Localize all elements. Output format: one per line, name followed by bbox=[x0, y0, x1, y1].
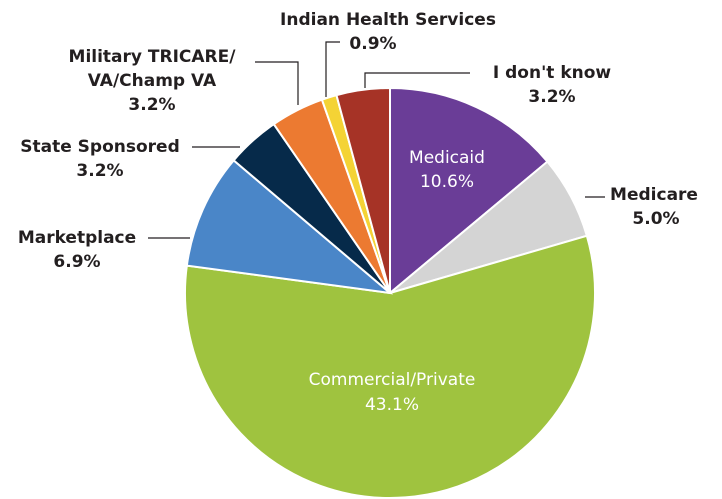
label: Indian Health Services bbox=[280, 10, 496, 30]
label: Marketplace bbox=[18, 228, 136, 248]
slice bbox=[389, 86, 549, 296]
slice bbox=[335, 86, 391, 294]
label: 0.9% bbox=[349, 34, 396, 54]
label: 43.1% bbox=[365, 395, 419, 415]
slice bbox=[185, 158, 394, 295]
label: 3.2% bbox=[128, 95, 175, 115]
label: Medicaid bbox=[409, 148, 485, 168]
label: 5.0% bbox=[632, 209, 679, 229]
label: 10.6% bbox=[420, 172, 474, 192]
label: I don't know bbox=[493, 63, 612, 83]
slice bbox=[184, 234, 596, 499]
label: 3.2% bbox=[76, 161, 123, 181]
leader-line bbox=[255, 61, 299, 105]
label: Commercial/Private bbox=[309, 370, 476, 390]
label: 6.9% bbox=[53, 252, 100, 272]
label: Medicare bbox=[610, 185, 698, 205]
leader-line bbox=[364, 72, 470, 88]
label: State Sponsored bbox=[20, 137, 180, 157]
label: Military TRICARE/VA/Champ VA bbox=[69, 47, 237, 91]
label: 3.2% bbox=[528, 87, 575, 107]
leader-line bbox=[325, 41, 340, 97]
